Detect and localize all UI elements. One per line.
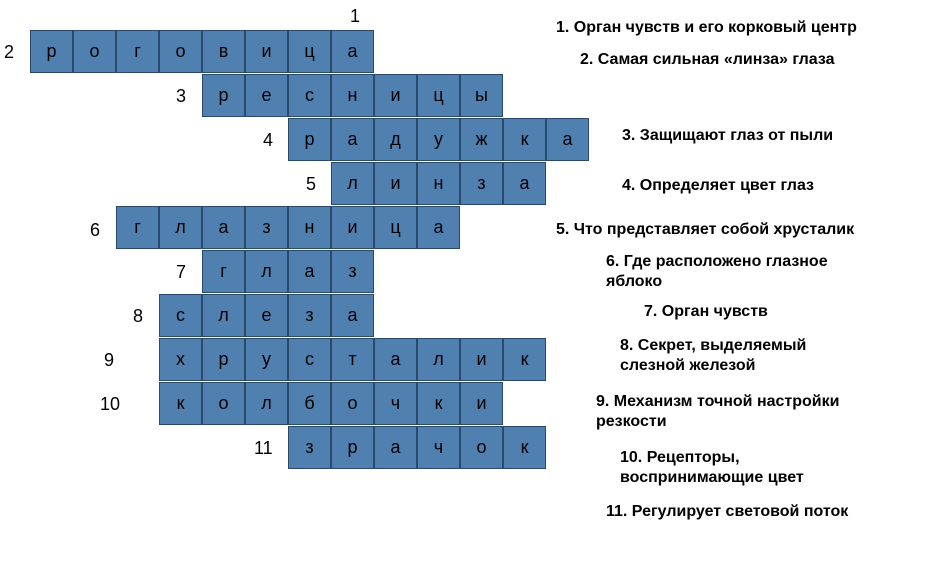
crossword-cell: к: [503, 426, 546, 469]
crossword-cell: к: [159, 382, 202, 425]
crossword-cell: и: [374, 162, 417, 205]
clue-text: 5. Что представляет собой хрусталик: [556, 220, 854, 240]
crossword-cell: а: [331, 294, 374, 337]
clue-text: 6. Где расположено глазное яблоко: [606, 252, 866, 292]
crossword-cell: и: [374, 74, 417, 117]
crossword-cell: с: [288, 74, 331, 117]
crossword-cell: ц: [374, 206, 417, 249]
crossword-cell: а: [374, 426, 417, 469]
clue-text: 11. Регулирует световой поток: [606, 502, 848, 522]
crossword-cell: а: [546, 118, 589, 161]
crossword-cell: н: [417, 162, 460, 205]
row-number: 9: [104, 350, 114, 371]
crossword-cell: р: [30, 30, 73, 73]
crossword-cell: г: [202, 250, 245, 293]
crossword-cell: з: [245, 206, 288, 249]
crossword-cell: о: [331, 382, 374, 425]
crossword-cell: а: [331, 118, 374, 161]
crossword-cell: н: [288, 206, 331, 249]
crossword-cell: р: [288, 118, 331, 161]
crossword-cell: а: [331, 30, 374, 73]
crossword-cell: к: [417, 382, 460, 425]
crossword-cell: л: [245, 250, 288, 293]
crossword-cell: з: [288, 426, 331, 469]
crossword-cell: у: [245, 338, 288, 381]
crossword-cell: р: [331, 426, 374, 469]
crossword-cell: в: [202, 30, 245, 73]
clue-text: 3. Защищают глаз от пыли: [622, 126, 833, 146]
crossword-cell: а: [503, 162, 546, 205]
crossword-cell: л: [417, 338, 460, 381]
row-number: 3: [176, 86, 186, 107]
clue-text: 8. Секрет, выделяемый слезной железой: [620, 336, 860, 376]
crossword-cell: и: [245, 30, 288, 73]
crossword-cell: а: [417, 206, 460, 249]
clue-text: 9. Механизм точной настройки резкости: [596, 392, 856, 432]
crossword-cell: с: [288, 338, 331, 381]
row-number: 6: [90, 220, 100, 241]
crossword-cell: р: [202, 338, 245, 381]
crossword-cell: б: [288, 382, 331, 425]
crossword-cell: л: [245, 382, 288, 425]
row-number: 11: [254, 438, 273, 459]
crossword-cell: о: [159, 30, 202, 73]
crossword-cell: е: [245, 74, 288, 117]
crossword-cell: л: [331, 162, 374, 205]
crossword-cell: з: [331, 250, 374, 293]
crossword-cell: т: [331, 338, 374, 381]
crossword-cell: л: [159, 206, 202, 249]
crossword-cell: к: [503, 118, 546, 161]
crossword-cell: ч: [417, 426, 460, 469]
crossword-cell: ц: [417, 74, 460, 117]
clue-text: 4. Определяет цвет глаз: [622, 176, 814, 196]
crossword-cell: н: [331, 74, 374, 117]
vertical-label-1: 1: [350, 6, 360, 27]
clue-text: 1. Орган чувств и его корковый центр: [556, 18, 857, 38]
crossword-cell: у: [417, 118, 460, 161]
crossword-cell: к: [503, 338, 546, 381]
clue-text: 7. Орган чувств: [644, 302, 768, 322]
crossword-cell: о: [460, 426, 503, 469]
crossword-cell: с: [159, 294, 202, 337]
row-number: 7: [176, 262, 186, 283]
crossword-cell: х: [159, 338, 202, 381]
crossword-cell: а: [288, 250, 331, 293]
crossword-cell: г: [116, 30, 159, 73]
row-number: 2: [4, 42, 14, 63]
row-number: 4: [263, 130, 273, 151]
crossword-cell: з: [460, 162, 503, 205]
crossword-cell: р: [202, 74, 245, 117]
crossword-cell: ы: [460, 74, 503, 117]
crossword-cell: ц: [288, 30, 331, 73]
crossword-cell: а: [374, 338, 417, 381]
crossword-cell: з: [288, 294, 331, 337]
crossword-cell: а: [202, 206, 245, 249]
crossword-cell: и: [331, 206, 374, 249]
row-number: 5: [306, 174, 316, 195]
crossword-cell: л: [202, 294, 245, 337]
crossword-cell: г: [116, 206, 159, 249]
crossword-cell: о: [202, 382, 245, 425]
crossword-cell: д: [374, 118, 417, 161]
crossword-cell: ч: [374, 382, 417, 425]
crossword-cell: о: [73, 30, 116, 73]
crossword-cell: е: [245, 294, 288, 337]
row-number: 10: [100, 394, 120, 415]
clue-text: 10. Рецепторы, воспринимающие цвет: [620, 448, 860, 488]
crossword-cell: ж: [460, 118, 503, 161]
crossword-cell: и: [460, 382, 503, 425]
crossword-cell: и: [460, 338, 503, 381]
row-number: 8: [133, 306, 143, 327]
clue-text: 2. Самая сильная «линза» глаза: [580, 50, 835, 70]
